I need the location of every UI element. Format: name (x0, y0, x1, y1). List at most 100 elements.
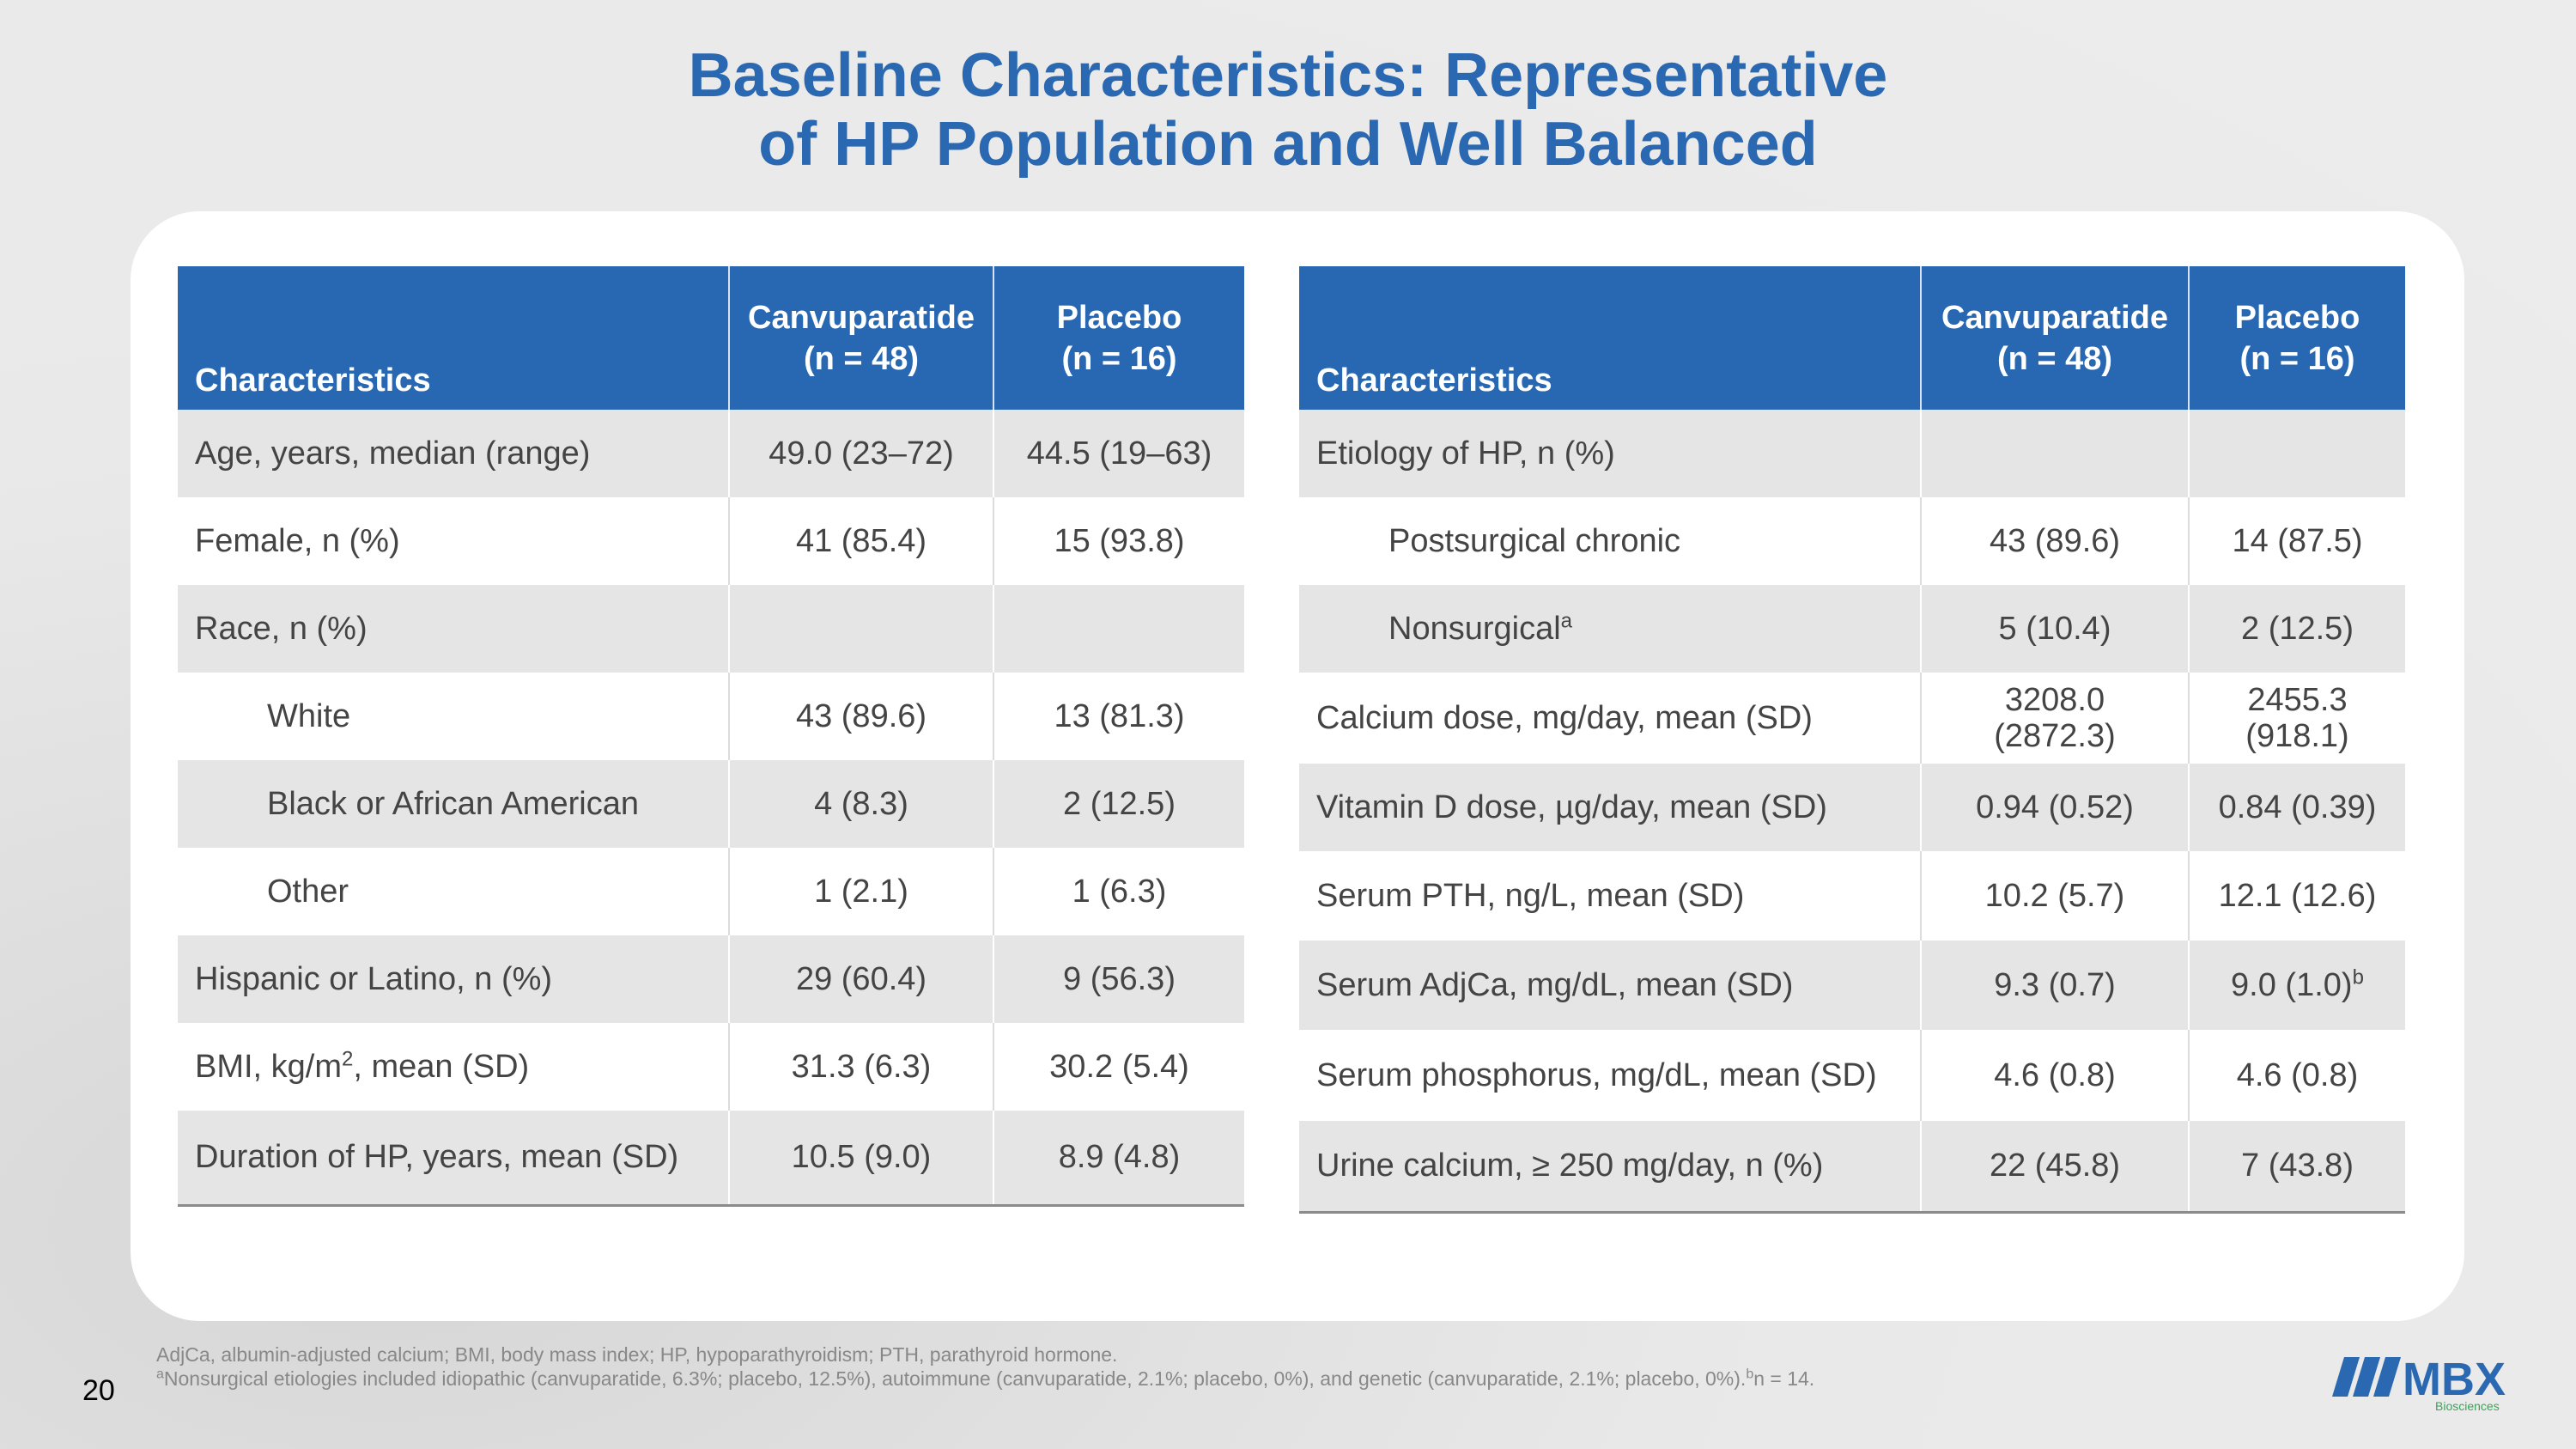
footnote-marker-a: a (1560, 608, 1573, 632)
canvuparatide-value: 22 (45.8) (1921, 1121, 2190, 1214)
value-line-1: 2455.3 (2247, 682, 2348, 718)
bmi-label-suffix: , mean (SD) (353, 1048, 530, 1085)
table-row: Etiology of HP, n (%) (1299, 410, 2405, 497)
table-row: Nonsurgicala 5 (10.4) 2 (12.5) (1299, 585, 2405, 673)
placebo-value: 8.9 (4.8) (993, 1111, 1244, 1207)
canvuparatide-value: 9.3 (0.7) (1921, 941, 2190, 1030)
canvuparatide-value: 5 (10.4) (1921, 585, 2190, 673)
row-label: White (178, 673, 730, 760)
table-row: Hispanic or Latino, n (%) 29 (60.4) 9 (5… (178, 935, 1244, 1023)
canvuparatide-value (1921, 410, 2190, 497)
row-label: BMI, kg/m2, mean (SD) (178, 1023, 730, 1111)
table-row: Postsurgical chronic 43 (89.6) 14 (87.5) (1299, 497, 2405, 585)
row-label: Vitamin D dose, µg/day, mean (SD) (1299, 764, 1922, 851)
canvuparatide-value: 4 (8.3) (729, 760, 994, 848)
row-label: Calcium dose, mg/day, mean (SD) (1299, 673, 1922, 764)
placebo-value: 4.6 (0.8) (2189, 1030, 2405, 1121)
canvuparatide-value: 43 (89.6) (729, 673, 994, 760)
row-label: Hispanic or Latino, n (%) (178, 935, 730, 1023)
row-label: Other (178, 848, 730, 935)
row-label: Urine calcium, ≥ 250 mg/day, n (%) (1299, 1121, 1922, 1214)
table-row: Female, n (%) 41 (85.4) 15 (93.8) (178, 497, 1244, 585)
placebo-value: 7 (43.8) (2189, 1121, 2405, 1214)
slide-title: Baseline Characteristics: Representative… (0, 41, 2576, 179)
row-label: Serum phosphorus, mg/dL, mean (SD) (1299, 1030, 1922, 1121)
baseline-table-right: Characteristics Canvuparatide (n = 48) Pl… (1299, 266, 2405, 1214)
canvuparatide-value: 43 (89.6) (1921, 497, 2190, 585)
placebo-value (993, 585, 1244, 673)
superscript: 2 (342, 1046, 354, 1070)
placebo-value: 44.5 (19–63) (993, 410, 1244, 497)
page-number: 20 (82, 1374, 115, 1407)
logo-subtext: Biosciences (2435, 1399, 2500, 1412)
placebo-value: 14 (87.5) (2189, 497, 2405, 585)
placebo-value: 2 (12.5) (993, 760, 1244, 848)
header-placebo-n: (n = 16) (1061, 340, 1177, 377)
table-row: Serum AdjCa, mg/dL, mean (SD) 9.3 (0.7) … (1299, 941, 2405, 1030)
canvuparatide-value: 10.2 (5.7) (1921, 851, 2190, 941)
footnote-marker-b: b (2352, 965, 2364, 989)
header-drug-name: Canvuparatide (748, 299, 975, 336)
canvuparatide-value: 3208.0 (2872.3) (1921, 673, 2190, 764)
placebo-value: 0.84 (0.39) (2189, 764, 2405, 851)
header-placebo: Placebo (n = 16) (993, 266, 1244, 410)
table-row: Other 1 (2.1) 1 (6.3) (178, 848, 1244, 935)
canvuparatide-value: 4.6 (0.8) (1921, 1030, 2190, 1121)
placebo-value: 9 (56.3) (993, 935, 1244, 1023)
header-drug-name: Canvuparatide (1941, 299, 2168, 336)
table-row: White 43 (89.6) 13 (81.3) (178, 673, 1244, 760)
canvuparatide-value: 10.5 (9.0) (729, 1111, 994, 1207)
table-row: Serum PTH, ng/L, mean (SD) 10.2 (5.7) 12… (1299, 851, 2405, 941)
header-placebo: Placebo (n = 16) (2189, 266, 2405, 410)
placebo-value: 2455.3 (918.1) (2189, 673, 2405, 764)
bmi-label-prefix: BMI, kg/m (195, 1048, 343, 1085)
baseline-table-left: Characteristics Canvuparatide (n = 48) Pl… (178, 266, 1244, 1207)
header-characteristics: Characteristics (1299, 266, 1922, 410)
row-label: Serum PTH, ng/L, mean (SD) (1299, 851, 1922, 941)
footnote-notes: aNonsurgical etiologies included idiopat… (156, 1367, 1814, 1391)
row-label: Postsurgical chronic (1299, 497, 1922, 585)
placebo-value: 13 (81.3) (993, 673, 1244, 760)
footnote-marker-a: a (156, 1367, 164, 1382)
canvuparatide-value: 41 (85.4) (729, 497, 994, 585)
header-placebo-name: Placebo (2234, 299, 2360, 336)
mbx-logo: MBX Biosciences (2332, 1352, 2535, 1413)
canvuparatide-value: 31.3 (6.3) (729, 1023, 994, 1111)
row-label: Race, n (%) (178, 585, 730, 673)
placebo-value: 30.2 (5.4) (993, 1023, 1244, 1111)
placebo-value: 12.1 (12.6) (2189, 851, 2405, 941)
header-drug-n: (n = 48) (803, 340, 920, 377)
row-label: Nonsurgicala (1299, 585, 1922, 673)
header-drug-n: (n = 48) (1996, 340, 2113, 377)
row-label: Etiology of HP, n (%) (1299, 410, 1922, 497)
table-row: Age, years, median (range) 49.0 (23–72) … (178, 410, 1244, 497)
table-row: BMI, kg/m2, mean (SD) 31.3 (6.3) 30.2 (5… (178, 1023, 1244, 1111)
title-line-1: Baseline Characteristics: Representative (688, 41, 1888, 110)
canvuparatide-value: 0.94 (0.52) (1921, 764, 2190, 851)
table-row: Black or African American 4 (8.3) 2 (12.… (178, 760, 1244, 848)
table-row: Calcium dose, mg/day, mean (SD) 3208.0 (2… (1299, 673, 2405, 764)
header-placebo-n: (n = 16) (2239, 340, 2355, 377)
table-header-row: Characteristics Canvuparatide (n = 48) Pl… (1299, 266, 2405, 410)
placebo-value: 9.0 (1.0)b (2189, 941, 2405, 1030)
value-line-2: (918.1) (2245, 718, 2349, 754)
table-row: Race, n (%) (178, 585, 1244, 673)
mbx-logo-mark: MBX Biosciences (2332, 1354, 2506, 1413)
value-line-1: 3208.0 (2004, 682, 2105, 718)
table-row: Urine calcium, ≥ 250 mg/day, n (%) 22 (4… (1299, 1121, 2405, 1214)
placebo-value (2189, 410, 2405, 497)
canvuparatide-value: 1 (2.1) (729, 848, 994, 935)
footnote-abbreviations: AdjCa, albumin-adjusted calcium; BMI, bo… (156, 1343, 1118, 1366)
placebo-value: 2 (12.5) (2189, 585, 2405, 673)
row-label: Serum AdjCa, mg/dL, mean (SD) (1299, 941, 1922, 1030)
table-header-row: Characteristics Canvuparatide (n = 48) Pl… (178, 266, 1244, 410)
canvuparatide-value (729, 585, 994, 673)
nonsurgical-label: Nonsurgical (1388, 610, 1561, 647)
placebo-adjca-value: 9.0 (1.0) (2231, 966, 2353, 1003)
header-canvuparatide: Canvuparatide (n = 48) (729, 266, 994, 410)
table-row: Serum phosphorus, mg/dL, mean (SD) 4.6 (… (1299, 1030, 2405, 1121)
title-line-2: of HP Population and Well Balanced (758, 110, 1818, 179)
row-label: Duration of HP, years, mean (SD) (178, 1111, 730, 1207)
row-label: Female, n (%) (178, 497, 730, 585)
placebo-value: 15 (93.8) (993, 497, 1244, 585)
